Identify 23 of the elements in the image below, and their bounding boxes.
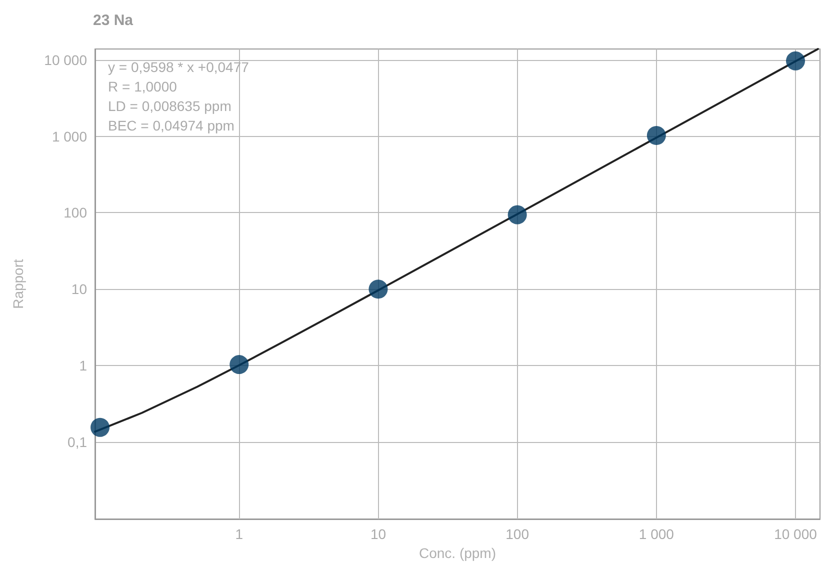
y-tick-label: 10 000 — [44, 52, 88, 68]
x-axis-title: Conc. (ppm) — [418, 544, 496, 561]
x-tick-label: 100 — [506, 526, 530, 542]
point — [230, 355, 249, 374]
point — [646, 126, 666, 145]
y-tick-label: 0,1 — [68, 434, 88, 450]
y-tick-label: 1 000 — [52, 128, 88, 144]
x-tick-label: 10 000 — [774, 526, 818, 542]
point — [786, 51, 806, 70]
y-axis-title: Rapport — [10, 258, 26, 309]
point — [368, 280, 388, 299]
x-tick-label: 1 — [235, 526, 244, 542]
x-tick-label: 10 — [370, 526, 386, 542]
annotation: BEC = 0,04974 ppm — [108, 118, 234, 134]
chart-title: 23 Na — [93, 12, 134, 29]
y-tick-label: 10 — [71, 281, 88, 298]
annotation: R = 1,0000 — [108, 78, 178, 94]
point — [508, 205, 527, 224]
y-tick-label: 1 — [79, 358, 88, 374]
x-tick-label: 1 000 — [638, 526, 674, 542]
y-tick-label: 100 — [64, 204, 88, 221]
point — [90, 418, 110, 437]
annotation: LD = 0,008635 ppm — [108, 98, 232, 114]
